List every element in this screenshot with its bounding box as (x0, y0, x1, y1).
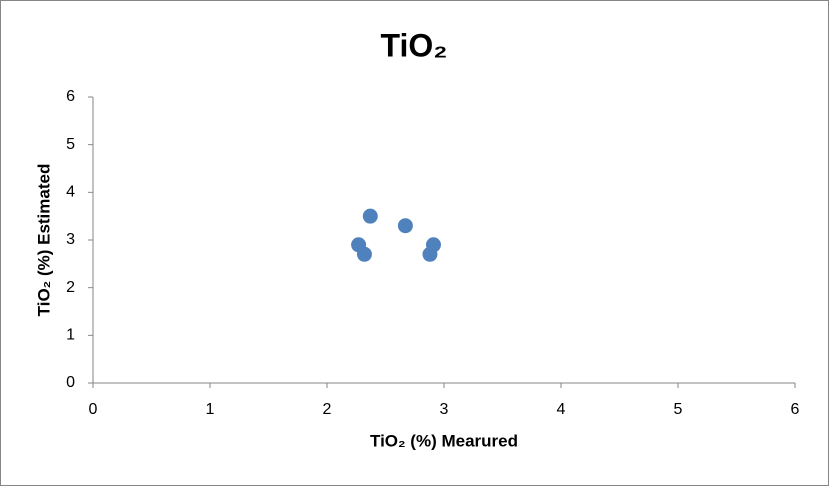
point (397, 218, 413, 234)
y-tick-label: 0 (66, 374, 75, 391)
x-tick-label: 6 (791, 401, 800, 418)
y-axis-label: TiO₂ (%) Estimated (34, 164, 53, 317)
point (425, 237, 441, 253)
x-axis-label: TiO₂ (%) Mearured (370, 431, 518, 450)
x-tick-label: 1 (206, 401, 215, 418)
point (362, 208, 378, 224)
chart-title: TiO₂ (381, 27, 448, 63)
y-tick-label: 4 (66, 184, 75, 201)
x-tick-label: 3 (440, 401, 449, 418)
x-tick-label: 0 (89, 401, 98, 418)
point (356, 246, 372, 262)
x-tick-label: 5 (674, 401, 683, 418)
y-tick-label: 3 (66, 231, 75, 248)
x-tick-label: 4 (557, 401, 566, 418)
y-tick-label: 5 (66, 136, 75, 153)
x-tick-label: 2 (323, 401, 332, 418)
y-tick-label: 1 (66, 327, 75, 344)
y-tick-label: 6 (66, 88, 75, 105)
y-tick-label: 2 (66, 279, 75, 296)
